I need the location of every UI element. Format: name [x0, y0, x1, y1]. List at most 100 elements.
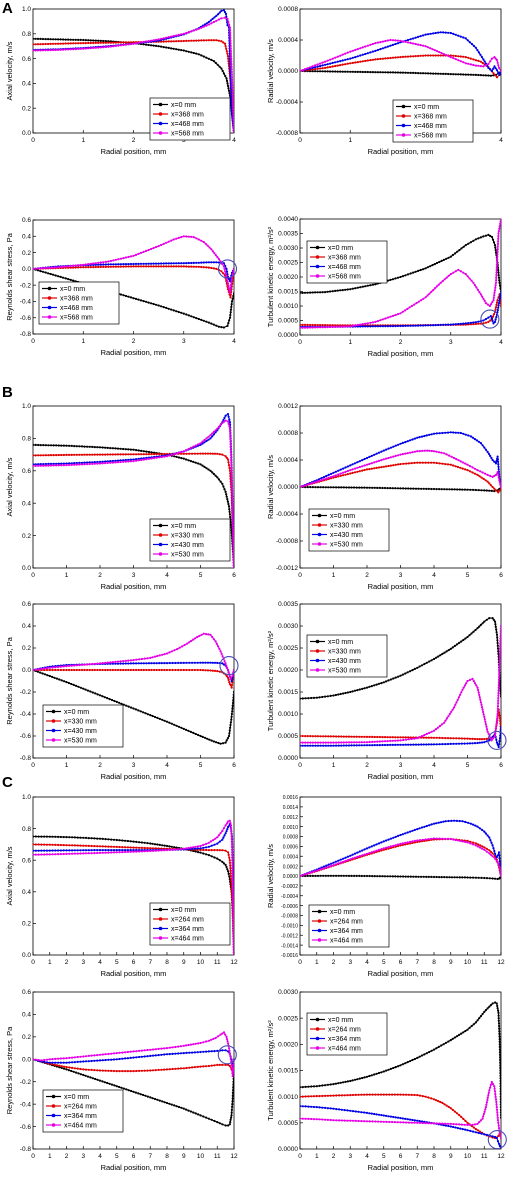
data-point — [499, 222, 501, 225]
data-point — [363, 741, 366, 744]
data-point — [497, 697, 500, 700]
data-point — [232, 126, 234, 129]
data-point — [498, 662, 501, 665]
data-point — [129, 659, 132, 662]
data-point — [220, 270, 223, 273]
data-point — [492, 313, 496, 316]
data-point — [232, 940, 234, 943]
data-point — [319, 326, 322, 329]
data-point — [332, 471, 335, 474]
data-point — [57, 462, 60, 465]
data-point — [399, 833, 402, 837]
data-point — [444, 737, 447, 740]
data-point — [54, 666, 57, 669]
data-point — [493, 56, 496, 59]
data-point — [132, 1056, 135, 1059]
data-point — [466, 488, 469, 491]
data-point — [182, 457, 185, 460]
data-point — [202, 1115, 205, 1118]
data-point — [207, 57, 210, 60]
data-point — [125, 704, 128, 707]
data-point — [476, 288, 479, 291]
data-point — [112, 849, 116, 852]
data-point — [172, 40, 175, 43]
data-point — [219, 742, 222, 745]
data-point — [227, 322, 230, 325]
data-point — [160, 1053, 163, 1056]
data-point — [389, 845, 392, 848]
data-point — [145, 40, 148, 43]
data-point — [375, 452, 378, 455]
data-point — [96, 851, 99, 855]
data-point — [499, 627, 501, 630]
data-point — [443, 278, 446, 281]
data-point — [147, 457, 151, 460]
data-point — [62, 844, 65, 847]
data-point — [98, 851, 102, 855]
data-point — [460, 737, 463, 740]
data-point — [97, 265, 100, 269]
data-point — [228, 683, 232, 686]
x-tick-label: 3 — [132, 572, 136, 579]
data-point — [168, 651, 171, 654]
data-point — [163, 719, 166, 722]
data-point — [459, 466, 462, 469]
data-point — [430, 461, 433, 464]
data-point — [112, 1069, 116, 1073]
data-point — [498, 740, 501, 743]
data-point — [361, 854, 364, 857]
data-point — [87, 47, 90, 50]
data-point — [153, 715, 157, 719]
data-point — [326, 290, 329, 293]
data-point — [230, 68, 233, 71]
y-tick-label: -0.8 — [20, 755, 32, 762]
legend-marker — [158, 926, 163, 931]
data-point — [491, 319, 494, 323]
data-point — [172, 265, 175, 268]
data-point — [329, 65, 332, 69]
data-point — [210, 261, 213, 264]
data-point — [490, 841, 493, 844]
x-tick-label: 4 — [365, 959, 369, 966]
data-point — [229, 284, 233, 287]
data-point — [230, 1111, 233, 1114]
chart-c-shear: 0 1 2 3 4 5 6 7 8 9 10 11 12-0.8-0.6-0.4-0.20.00.20.… — [5, 989, 238, 1172]
data-point — [229, 822, 232, 825]
data-point — [401, 453, 404, 456]
data-point — [444, 431, 447, 434]
data-point — [420, 487, 423, 490]
data-point — [482, 319, 485, 322]
data-point — [174, 1067, 177, 1070]
data-point — [470, 42, 473, 46]
data-point — [337, 862, 340, 865]
x-axis-label: Radial position, mm — [368, 349, 434, 358]
data-point — [494, 877, 497, 880]
data-point — [404, 736, 407, 739]
data-point — [217, 645, 220, 648]
data-point — [466, 469, 469, 472]
data-point — [394, 454, 397, 457]
data-point — [210, 22, 213, 25]
data-point — [147, 668, 151, 672]
data-point — [182, 452, 185, 455]
data-point — [45, 1058, 49, 1061]
data-point — [361, 60, 364, 63]
data-point — [59, 275, 62, 278]
data-point — [42, 463, 45, 466]
data-point — [97, 39, 100, 42]
data-point — [88, 461, 91, 464]
data-point — [457, 59, 460, 62]
data-point — [363, 853, 366, 856]
data-point — [488, 836, 491, 839]
data-point — [423, 434, 426, 438]
data-point — [39, 444, 42, 447]
data-point — [163, 662, 166, 665]
data-point — [80, 461, 84, 464]
data-point — [132, 1070, 135, 1073]
data-point — [477, 73, 480, 77]
data-point — [470, 279, 473, 282]
data-point — [201, 442, 204, 445]
data-point — [486, 834, 489, 837]
data-point — [190, 261, 193, 265]
data-point — [221, 262, 224, 266]
